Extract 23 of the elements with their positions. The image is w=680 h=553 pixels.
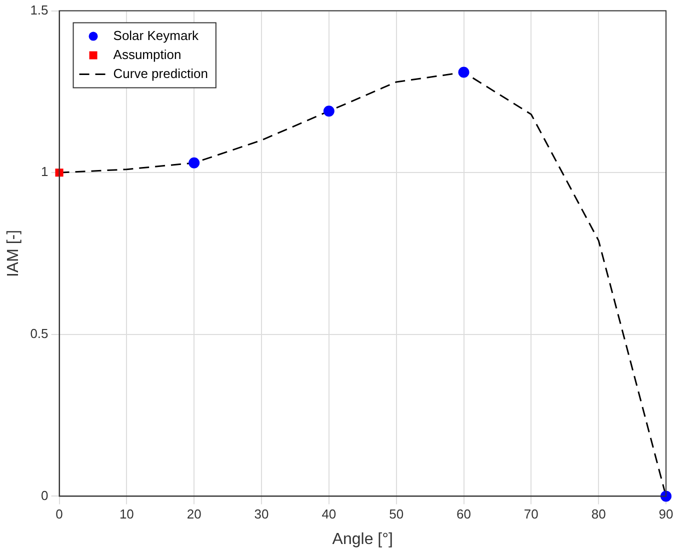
y-axis-title: IAM [-]: [5, 230, 22, 278]
x-tick-label: 50: [389, 506, 404, 522]
x-tick-label: 20: [186, 506, 202, 522]
x-tick-label: 40: [322, 506, 336, 522]
y-tick-label: 1.5: [30, 2, 48, 18]
y-tick-label: 0: [41, 488, 48, 503]
y-tick-label: 0.5: [30, 326, 48, 341]
legend-label: Assumption: [113, 46, 182, 62]
point: [188, 157, 200, 168]
x-tick-label: 80: [591, 506, 606, 522]
point: [55, 168, 64, 177]
x-tick-label: 60: [456, 506, 471, 522]
x-tick-label: 0: [56, 506, 63, 522]
point: [458, 66, 470, 78]
x-tick-label: 90: [658, 506, 674, 522]
x-tick-label: 10: [119, 506, 134, 522]
point: [323, 106, 334, 117]
legend-label: Solar Keymark: [113, 28, 200, 43]
y-tick-label: 1: [41, 164, 48, 180]
x-tick-label: 70: [524, 506, 538, 522]
legend-label: Curve prediction: [113, 66, 208, 81]
x-tick-label: 30: [254, 506, 269, 522]
x-axis-title: Angle [°]: [332, 530, 393, 548]
